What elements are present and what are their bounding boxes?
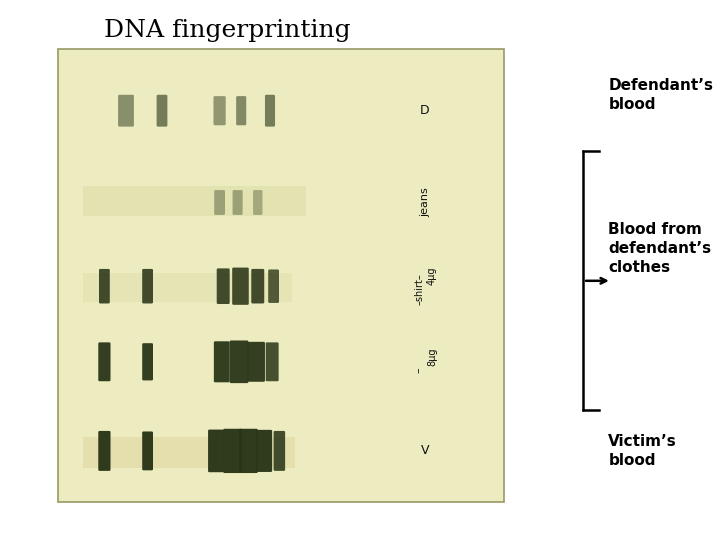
Text: D: D (420, 104, 430, 117)
FancyBboxPatch shape (265, 95, 275, 126)
Text: –: – (414, 367, 424, 373)
FancyBboxPatch shape (274, 431, 285, 471)
FancyBboxPatch shape (99, 269, 109, 303)
FancyBboxPatch shape (213, 96, 226, 125)
FancyBboxPatch shape (232, 268, 249, 305)
FancyBboxPatch shape (98, 431, 110, 471)
Text: 4μg: 4μg (427, 266, 437, 285)
FancyBboxPatch shape (215, 190, 225, 215)
FancyBboxPatch shape (230, 340, 248, 383)
FancyBboxPatch shape (142, 431, 153, 470)
Text: –shirt–: –shirt– (414, 273, 424, 305)
FancyBboxPatch shape (251, 269, 264, 303)
FancyBboxPatch shape (142, 343, 153, 380)
FancyBboxPatch shape (248, 342, 265, 382)
FancyBboxPatch shape (142, 269, 153, 303)
Text: 8μg: 8μg (427, 347, 437, 366)
FancyBboxPatch shape (58, 49, 504, 502)
FancyBboxPatch shape (233, 190, 243, 215)
Text: Defendant’s
blood: Defendant’s blood (608, 78, 714, 112)
FancyBboxPatch shape (266, 342, 279, 381)
FancyBboxPatch shape (253, 190, 262, 215)
Text: Victim’s
blood: Victim’s blood (608, 434, 677, 468)
FancyBboxPatch shape (236, 96, 246, 125)
FancyBboxPatch shape (268, 269, 279, 303)
FancyBboxPatch shape (239, 429, 258, 473)
Bar (83, 186, 306, 216)
Bar (83, 273, 292, 302)
Text: Blood from
defendant’s
clothes: Blood from defendant’s clothes (608, 222, 711, 274)
FancyBboxPatch shape (98, 342, 110, 381)
FancyBboxPatch shape (214, 341, 230, 382)
Bar (83, 437, 295, 468)
Text: jeans: jeans (420, 187, 430, 218)
Text: DNA fingerprinting: DNA fingerprinting (104, 19, 351, 42)
Text: V: V (420, 444, 429, 457)
FancyBboxPatch shape (256, 430, 272, 472)
FancyBboxPatch shape (208, 430, 224, 472)
FancyBboxPatch shape (217, 268, 230, 304)
FancyBboxPatch shape (118, 95, 134, 126)
FancyBboxPatch shape (157, 95, 167, 126)
FancyBboxPatch shape (223, 429, 242, 473)
